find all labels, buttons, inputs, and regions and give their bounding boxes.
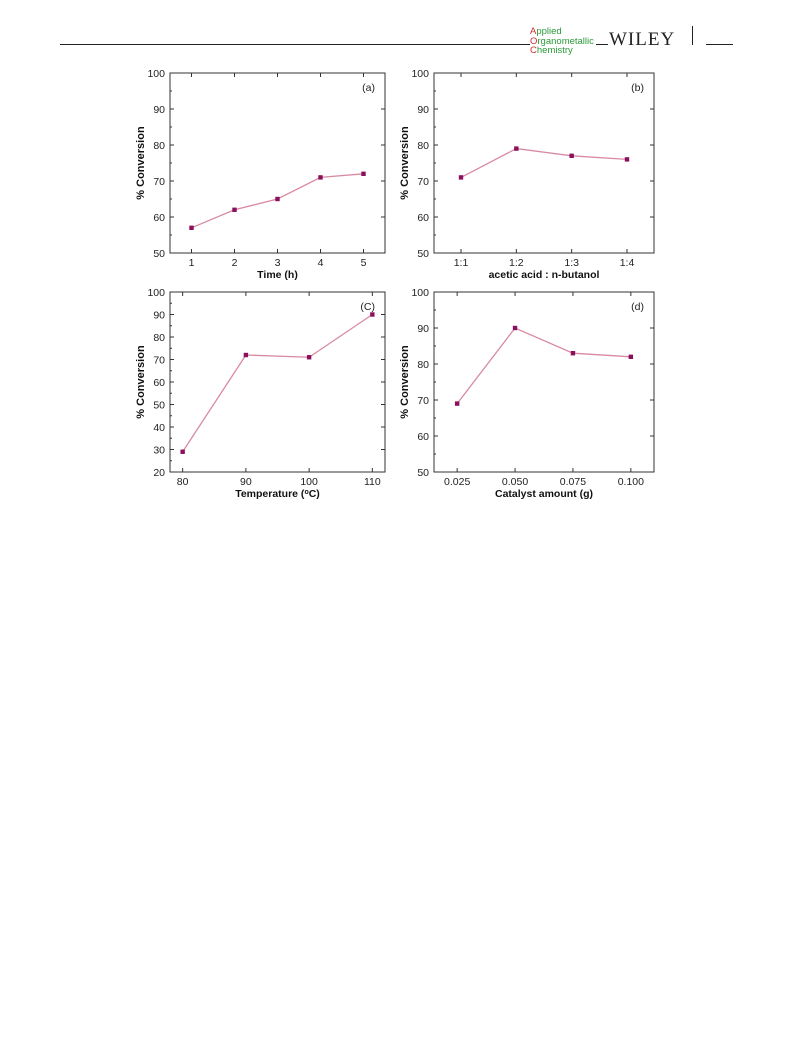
y-axis-title: % Conversion bbox=[135, 126, 147, 200]
y-tick-label: 70 bbox=[417, 176, 429, 188]
series-line bbox=[456, 327, 631, 404]
data-point bbox=[306, 355, 312, 360]
series-line bbox=[460, 147, 628, 178]
y-tick-label: 50 bbox=[153, 248, 165, 260]
panel-label: (b) bbox=[631, 82, 644, 94]
chart-panel-2: 50 60 70 80 90 100 1:1 1:2 1:3 1:4 acetic acid : n… bbox=[399, 68, 655, 281]
chart-panel-4: 50 60 70 80 90 100 0.025 0.050 0.075 0.100 Catalys… bbox=[399, 287, 655, 500]
x-tick-label: 2 bbox=[232, 257, 238, 269]
x-tick-label: 1:4 bbox=[620, 257, 635, 269]
y-tick-label: 30 bbox=[153, 445, 165, 457]
page-header: Applied Organometallic Chemistry WILEY bbox=[0, 0, 793, 60]
x-tick-label: 80 bbox=[177, 476, 189, 488]
plot-frame bbox=[169, 291, 386, 473]
chart-panel-3: 20 30 40 50 60 70 80 90 100 80 90 100 110 Temperature… bbox=[135, 287, 386, 500]
x-tick-label: 0.075 bbox=[560, 476, 586, 488]
plot-frame bbox=[433, 72, 655, 254]
y-tick-label: 80 bbox=[417, 359, 429, 371]
y-tick-label: 70 bbox=[153, 176, 165, 188]
y-tick-label: 40 bbox=[153, 422, 165, 434]
x-tick-label: 110 bbox=[364, 476, 381, 488]
y-tick-label: 70 bbox=[153, 355, 165, 367]
y-tick-label: 90 bbox=[153, 310, 165, 322]
y-axis-title: % Conversion bbox=[399, 126, 411, 200]
x-tick-label: 1:2 bbox=[509, 257, 524, 269]
data-point bbox=[628, 354, 634, 359]
x-tick-label: 90 bbox=[240, 476, 252, 488]
series-line bbox=[182, 313, 373, 453]
data-point bbox=[370, 312, 375, 317]
journal-logo: Applied Organometallic Chemistry bbox=[530, 27, 594, 56]
x-tick-label: 5 bbox=[361, 257, 367, 269]
data-point bbox=[514, 146, 519, 151]
journal-logo-line-3: Chemistry bbox=[530, 45, 573, 56]
y-tick-label: 60 bbox=[153, 377, 165, 389]
y-tick-label: 60 bbox=[153, 212, 165, 224]
x-axis-title: Temperature (oC) bbox=[235, 488, 320, 500]
data-point bbox=[232, 207, 237, 212]
y-tick-label: 100 bbox=[147, 287, 165, 299]
data-point bbox=[189, 225, 194, 230]
x-axis-title: acetic acid : n-butanol bbox=[489, 269, 600, 281]
data-point bbox=[458, 175, 464, 180]
x-tick-label: 100 bbox=[300, 476, 318, 488]
y-tick-label: 90 bbox=[153, 104, 165, 116]
journal-logo-line-2: Organometallic bbox=[530, 35, 594, 47]
y-tick-label: 60 bbox=[417, 212, 429, 224]
header-rule-end bbox=[706, 44, 733, 45]
data-point bbox=[275, 196, 280, 202]
x-tick-label: 0.100 bbox=[618, 476, 644, 488]
x-tick-label: 0.025 bbox=[444, 476, 470, 488]
plot-frame bbox=[169, 72, 386, 254]
header-tick bbox=[692, 26, 693, 45]
x-tick-label: 1:1 bbox=[454, 257, 469, 269]
data-point bbox=[454, 401, 460, 406]
y-tick-label: 90 bbox=[417, 323, 429, 335]
y-tick-label: 100 bbox=[411, 68, 429, 80]
y-tick-label: 50 bbox=[417, 248, 429, 260]
panel-label: (C) bbox=[360, 301, 375, 313]
data-point bbox=[243, 352, 249, 358]
y-tick-label: 90 bbox=[417, 104, 429, 116]
x-axis-title: Time (h) bbox=[257, 269, 298, 281]
y-tick-label: 50 bbox=[417, 467, 429, 479]
chart-panel-1: 50 60 70 80 90 100 1 2 3 4 5 Time (h) % Conversion (a… bbox=[135, 68, 386, 281]
x-tick-label: 3 bbox=[275, 257, 281, 269]
y-tick-label: 100 bbox=[147, 68, 165, 80]
y-tick-label: 80 bbox=[417, 140, 429, 152]
y-axis-title: % Conversion bbox=[135, 345, 147, 419]
y-tick-label: 20 bbox=[153, 467, 165, 479]
publisher-logo: WILEY bbox=[609, 29, 676, 50]
y-tick-label: 80 bbox=[153, 140, 165, 152]
y-tick-label: 70 bbox=[417, 395, 429, 407]
y-tick-label: 100 bbox=[411, 287, 429, 299]
data-point bbox=[569, 153, 574, 158]
y-axis-title: % Conversion bbox=[399, 345, 411, 419]
x-tick-label: 1 bbox=[189, 257, 195, 269]
x-tick-label: 0.050 bbox=[502, 476, 528, 488]
x-tick-label: 1:3 bbox=[564, 257, 579, 269]
header-rule bbox=[60, 44, 530, 45]
journal-logo-line-1: Applied bbox=[530, 26, 562, 37]
panel-label: (a) bbox=[362, 82, 375, 94]
plot-frame bbox=[433, 291, 655, 473]
data-point bbox=[624, 157, 630, 162]
data-point bbox=[570, 351, 576, 356]
data-point bbox=[180, 449, 185, 454]
data-point bbox=[361, 171, 366, 176]
data-point bbox=[512, 325, 518, 331]
x-axis-title: Catalyst amount (g) bbox=[495, 488, 593, 500]
y-tick-label: 50 bbox=[153, 400, 165, 412]
y-tick-label: 60 bbox=[417, 431, 429, 443]
header-rule-short bbox=[596, 44, 608, 45]
x-tick-label: 4 bbox=[318, 257, 324, 269]
y-tick-label: 80 bbox=[153, 332, 165, 344]
panel-label: (d) bbox=[631, 301, 644, 313]
data-point bbox=[318, 175, 323, 180]
